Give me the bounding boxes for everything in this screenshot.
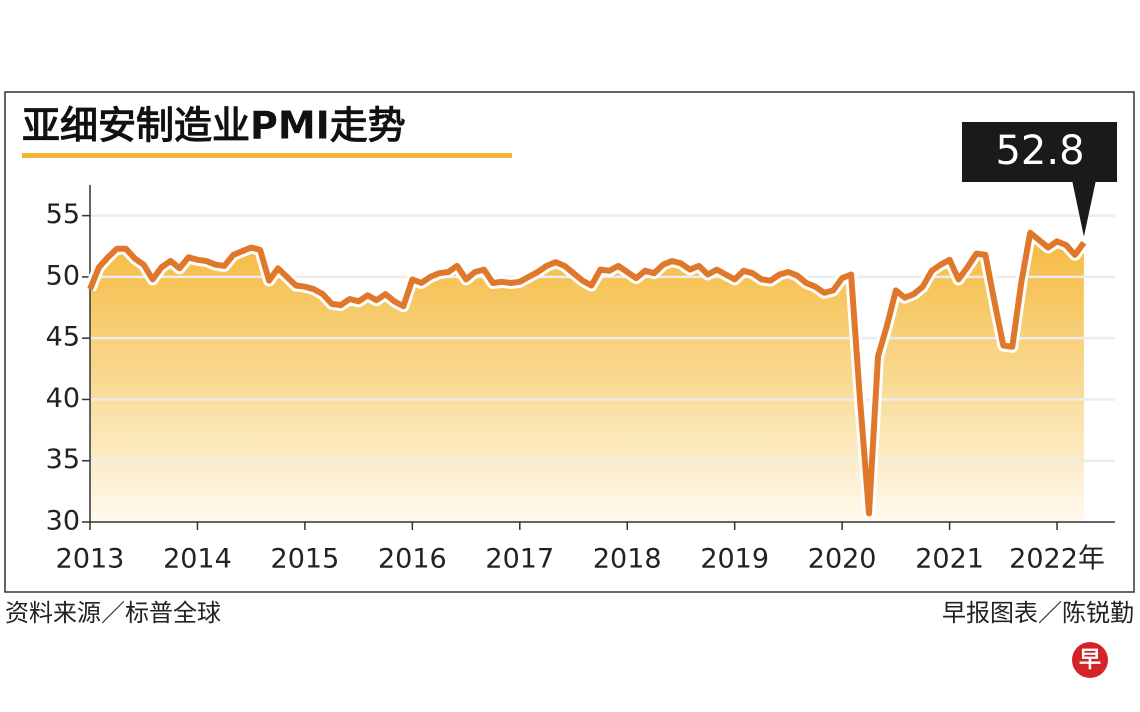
y-tick-label: 40 — [46, 383, 80, 414]
plot: 30 35 40 45 50 55 2013 2014 2015 2016 2017 2018 2019… — [46, 122, 1117, 575]
x-tick-label: 2016 — [378, 544, 447, 575]
x-tick-label: 2022年 — [1009, 544, 1105, 575]
x-tick-label: 2015 — [271, 544, 340, 575]
line — [87, 229, 1087, 517]
y-tick-label: 45 — [46, 322, 80, 353]
x-tick-label: 2017 — [485, 544, 554, 575]
data-label: 52.8 — [995, 128, 1084, 174]
logo: 早 — [1079, 648, 1101, 673]
logo-badge — [1072, 642, 1108, 678]
callout-pointer — [1072, 180, 1096, 237]
credit: 早报图表／陈锐勤 — [942, 599, 1134, 627]
source: 资料来源／标普全球 — [5, 599, 221, 627]
chart-title: 亚细安制造业PMI走势 — [22, 104, 406, 148]
x-tick-label: 2020 — [808, 544, 877, 575]
y-tick-label: 50 — [46, 260, 80, 291]
x-tick-label: 2018 — [593, 544, 662, 575]
title-underline — [22, 153, 512, 158]
frame — [4, 91, 1135, 593]
x-tick-label: 2021 — [915, 544, 984, 575]
x-tick-label: 2014 — [163, 544, 232, 575]
y-tick-label: 30 — [46, 506, 80, 537]
x-tick-label: 2013 — [56, 544, 125, 575]
x-tick-label: 2019 — [700, 544, 769, 575]
y-tick-label: 35 — [46, 444, 80, 475]
callout-box — [962, 122, 1117, 182]
y-tick-label: 55 — [46, 199, 80, 230]
